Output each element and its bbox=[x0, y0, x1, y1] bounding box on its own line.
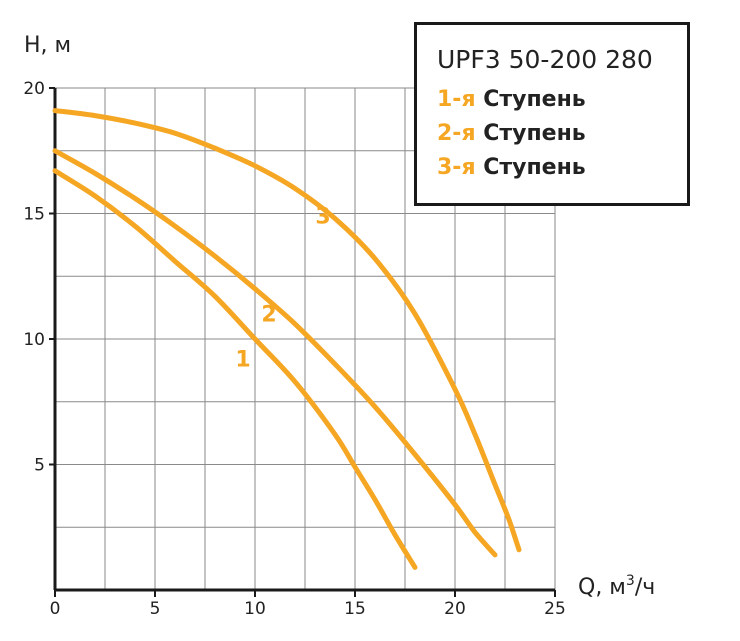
x-axis-title: Q, м3/ч bbox=[578, 573, 655, 600]
curve-label-3: 3 bbox=[315, 205, 330, 230]
x-tick-label: 5 bbox=[150, 599, 161, 619]
y-tick-label: 10 bbox=[23, 330, 45, 350]
legend-item-2-number: 2-я bbox=[437, 121, 476, 146]
y-axis-title: H, м bbox=[24, 33, 71, 58]
y-tick-label: 15 bbox=[23, 205, 45, 225]
curve-label-1: 1 bbox=[235, 348, 250, 373]
legend-item-2-text: Ступень bbox=[475, 121, 586, 146]
series-line-3 bbox=[52, 108, 522, 553]
legend: UPF3 50-200 280 1-я Ступень 2-я Ступень … bbox=[414, 22, 690, 206]
x-tick-label: 20 bbox=[444, 599, 466, 619]
series bbox=[52, 108, 522, 570]
y-tick-label: 20 bbox=[23, 79, 45, 99]
x-tick-label: 0 bbox=[50, 599, 61, 619]
series-line-1 bbox=[52, 168, 418, 570]
x-tick-label: 15 bbox=[344, 599, 366, 619]
legend-item-2: 2-я Ступень bbox=[437, 121, 586, 146]
y-tick-label: 5 bbox=[34, 456, 45, 476]
series-line-2 bbox=[52, 148, 498, 558]
legend-item-1-number: 1-я bbox=[437, 87, 476, 112]
x-tick-label: 10 bbox=[244, 599, 266, 619]
tick-labels: 0 5 10 15 20 25 5 10 15 20 12 3 bbox=[23, 79, 565, 619]
legend-title: UPF3 50-200 280 bbox=[437, 45, 653, 74]
legend-item-3-text: Ступень bbox=[475, 155, 586, 180]
legend-item-3: 3-я Ступень bbox=[437, 155, 586, 180]
curve-label-2: 2 bbox=[261, 302, 276, 327]
legend-item-1: 1-я Ступень bbox=[437, 87, 586, 112]
x-tick-label: 25 bbox=[544, 599, 566, 619]
grid bbox=[55, 87, 556, 590]
legend-item-1-text: Ступень bbox=[475, 87, 586, 112]
legend-item-3-number: 3-я bbox=[437, 155, 476, 180]
